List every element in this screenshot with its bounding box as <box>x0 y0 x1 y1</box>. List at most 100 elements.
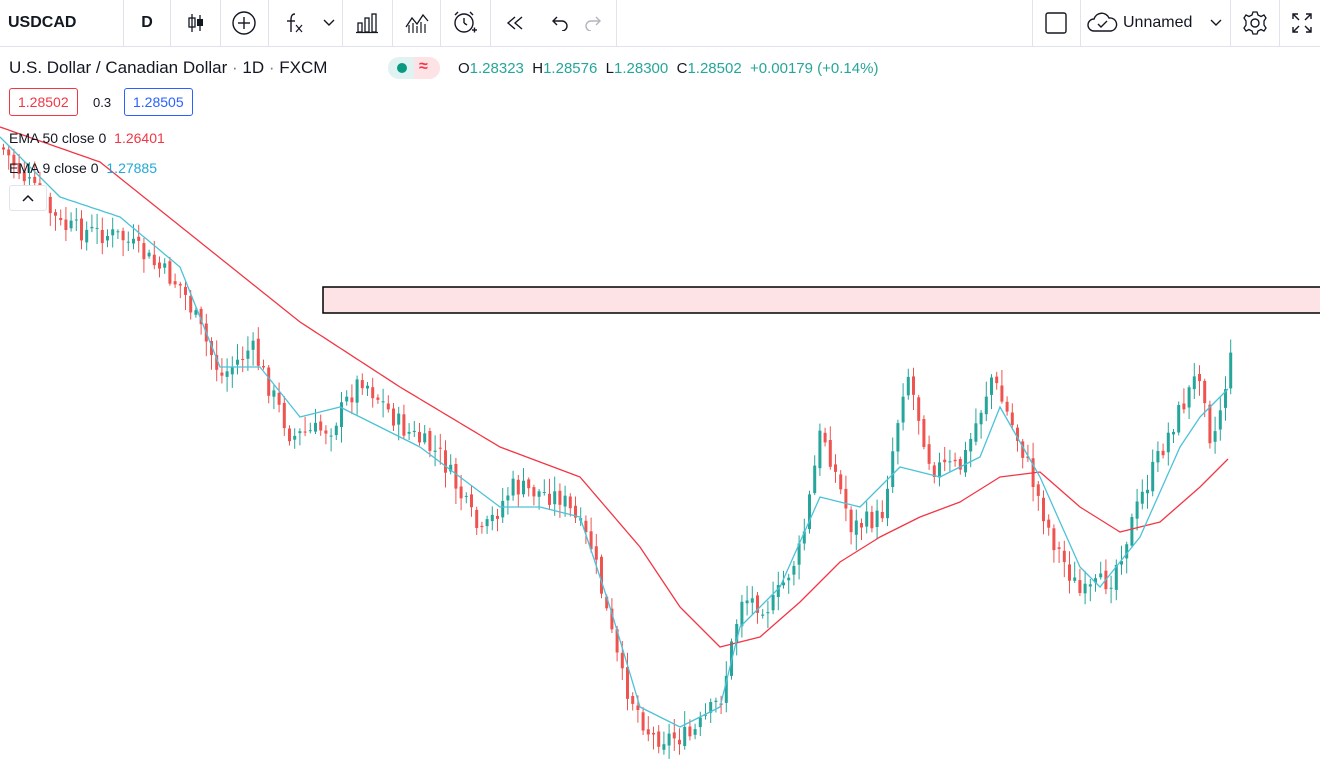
symbol-search-button[interactable]: USDCAD <box>8 0 118 46</box>
candle-body <box>600 556 603 594</box>
candle-body <box>428 431 432 451</box>
indicators-icon <box>287 13 303 33</box>
replay-button[interactable] <box>494 0 536 46</box>
resistance-zone[interactable] <box>322 286 1320 314</box>
top-toolbar: USDCAD D <box>0 0 1320 47</box>
candle-body <box>329 435 333 437</box>
layout-name: Unnamed <box>1123 14 1193 31</box>
candle-body <box>54 212 57 216</box>
candle-body <box>870 511 874 529</box>
candle-body <box>1094 578 1097 583</box>
candle-body <box>1073 577 1077 581</box>
candle-body <box>360 380 364 389</box>
ema50-line <box>0 126 1229 648</box>
candle-body <box>693 729 697 735</box>
candle-body <box>376 397 380 400</box>
ema50-legend[interactable]: EMA 50 close 0 1.26401 <box>9 130 165 146</box>
templates-button[interactable] <box>346 0 388 46</box>
candle-body <box>298 431 302 434</box>
redo-icon <box>585 16 601 31</box>
candle-body <box>48 196 52 214</box>
candle-body <box>761 614 765 616</box>
candle-body <box>106 235 109 241</box>
candle-body <box>818 430 822 469</box>
select-layout-button[interactable] <box>1036 0 1076 46</box>
candle-body <box>704 714 707 716</box>
candle-body <box>1156 451 1160 463</box>
candle-body <box>501 500 505 518</box>
candle-body <box>802 531 806 544</box>
candle-body <box>496 515 499 519</box>
alert-button[interactable] <box>444 0 486 46</box>
candle-body <box>402 414 406 436</box>
candle-body <box>475 509 479 528</box>
candle-body <box>522 480 525 495</box>
interval-button[interactable]: D <box>128 0 166 46</box>
candle-body <box>646 729 650 735</box>
candle-body <box>220 372 224 376</box>
candle-body <box>657 731 661 747</box>
candle-body <box>756 595 759 613</box>
templates-icon <box>356 13 378 34</box>
candle-body <box>620 652 624 669</box>
candle-body <box>1161 450 1165 456</box>
candle-body <box>875 510 879 527</box>
candle-body <box>813 465 817 494</box>
fullscreen-icon <box>1292 13 1312 33</box>
ema9-legend[interactable]: EMA 9 close 0 1.27885 <box>9 160 157 176</box>
redo-button[interactable] <box>576 0 612 46</box>
candle-body <box>1135 501 1139 519</box>
candle-body <box>1140 491 1144 504</box>
candle-body <box>480 525 484 528</box>
candle-body <box>173 281 177 285</box>
candle-body <box>340 402 343 427</box>
undo-button[interactable] <box>540 0 578 46</box>
settings-button[interactable] <box>1234 0 1276 46</box>
symbol-legend[interactable]: U.S. Dollar / Canadian Dollar · 1D · FXC… <box>9 58 328 77</box>
candle-body <box>745 600 749 604</box>
candle-body <box>1083 583 1087 594</box>
candle-body <box>210 341 213 356</box>
candle-body <box>12 154 16 166</box>
candle-body <box>932 465 936 477</box>
divider <box>1230 0 1231 46</box>
chart-type-button[interactable] <box>176 0 216 46</box>
candle-body <box>80 218 83 241</box>
candle-body <box>516 479 520 495</box>
add-symbol-icon <box>232 11 256 35</box>
fullscreen-button[interactable] <box>1284 0 1320 46</box>
sell-button[interactable]: 1.28502 <box>9 88 78 116</box>
divider <box>1080 0 1081 46</box>
drawings-button[interactable] <box>396 0 438 46</box>
candle-body <box>137 236 141 241</box>
candle-body <box>584 520 588 532</box>
templates-dropdown[interactable] <box>318 0 340 46</box>
square-icon <box>1045 12 1067 34</box>
candle-body <box>906 376 910 396</box>
candle-body <box>1016 427 1019 441</box>
collapse-legend-button[interactable] <box>9 185 47 211</box>
candle-body <box>74 219 78 221</box>
candle-body <box>7 149 11 156</box>
indicators-button[interactable] <box>272 0 316 46</box>
candle-body <box>470 494 473 508</box>
candle-body <box>1109 587 1113 589</box>
candle-body <box>1036 484 1040 496</box>
market-status-badge[interactable]: ≈ <box>388 57 440 79</box>
candle-body <box>1120 561 1123 565</box>
candle-body <box>142 243 146 260</box>
save-layout-button[interactable]: Unnamed <box>1086 0 1228 46</box>
candle-body <box>1057 547 1061 549</box>
candle-body <box>1146 489 1149 494</box>
candle-body <box>1218 410 1222 430</box>
buy-button[interactable]: 1.28505 <box>124 88 193 116</box>
candle-body <box>199 308 203 325</box>
compare-add-symbol-button[interactable] <box>224 0 264 46</box>
candle-body <box>860 523 863 528</box>
chevron-down-icon <box>1210 19 1222 26</box>
candle-body <box>69 220 73 229</box>
candle-body <box>1062 550 1066 563</box>
delayed-data-icon: ≈ <box>419 58 428 75</box>
candle-body <box>490 514 494 522</box>
